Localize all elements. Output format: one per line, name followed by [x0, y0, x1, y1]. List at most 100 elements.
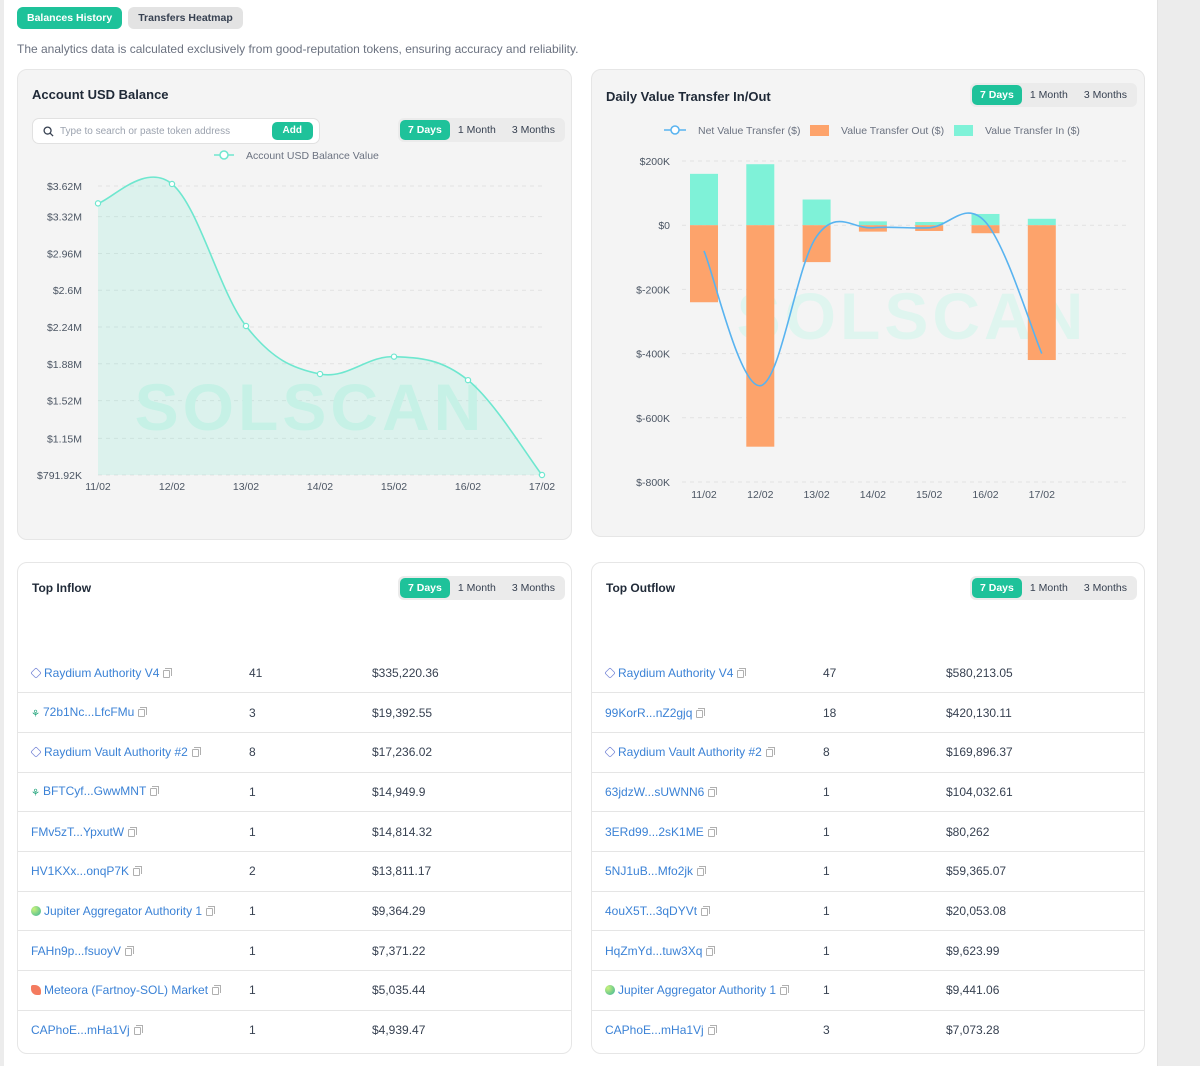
account-link[interactable]: FMv5zT...YpxutW — [31, 824, 125, 839]
account-cell: Raydium Authority V4 — [592, 653, 823, 694]
net-transfer-line — [703, 212, 1043, 387]
table-row: Raydium Authority V4 41 $335,220.36 — [18, 653, 571, 694]
legend-label-net: Net Value Transfer ($) — [698, 125, 801, 137]
account-link[interactable]: HqZmYd...tuw3Xq — [605, 943, 703, 958]
copy-icon[interactable] — [780, 985, 790, 996]
copy-icon[interactable] — [206, 905, 216, 916]
transfer-card: Daily Value Transfer In/Out 7 Days 1 Mon… — [591, 69, 1145, 537]
data-point — [168, 180, 176, 188]
copy-icon[interactable] — [150, 786, 160, 797]
copy-icon[interactable] — [133, 866, 143, 877]
transfer-card-title: Daily Value Transfer In/Out — [606, 89, 771, 104]
page-tabs: Balances History Transfers Heatmap — [17, 7, 243, 29]
account-link[interactable]: 5NJ1uB...Mfo2jk — [605, 864, 694, 879]
copy-icon[interactable] — [163, 667, 173, 678]
range-1-month[interactable]: 1 Month — [457, 582, 496, 594]
account-link[interactable]: 72b1Nc...LfcFMu — [42, 705, 135, 720]
raydium-icon — [604, 746, 616, 758]
account-link[interactable]: Raydium Authority V4 — [44, 665, 160, 680]
copy-icon[interactable] — [737, 667, 747, 678]
x-tick-label: 15/02 — [381, 481, 407, 493]
token-search-input[interactable] — [60, 125, 260, 137]
y-tick-label: $791.92K — [37, 470, 82, 482]
account-link[interactable]: Raydium Vault Authority #2 — [44, 745, 188, 760]
y-tick-label: $3.62M — [47, 181, 82, 193]
copy-icon[interactable] — [212, 985, 222, 996]
copy-icon[interactable] — [708, 786, 718, 797]
account-cell: 5NJ1uB...Mfo2jk — [592, 851, 823, 892]
account-cell: FMv5zT...YpxutW — [18, 811, 249, 852]
table-row: 63jdzW...sUWNN6 1 $104,032.61 — [592, 772, 1144, 813]
y-tick-label: $1.15M — [47, 433, 82, 445]
transfer-count: 1 — [823, 891, 946, 932]
add-token-button[interactable]: Add — [271, 122, 313, 140]
top-inflow-card: Top Inflow 7 Days 1 Month 3 Months Raydi… — [17, 562, 572, 1054]
copy-icon[interactable] — [706, 945, 716, 956]
org-icon: ⚘ — [31, 709, 40, 721]
copy-icon[interactable] — [191, 747, 201, 758]
copy-icon[interactable] — [697, 866, 707, 877]
data-point — [464, 376, 472, 384]
y-tick-label: $2.6M — [53, 285, 82, 297]
transfer-range-selector: 7 Days 1 Month 3 Months — [970, 83, 1138, 107]
account-link[interactable]: CAPhoE...mHa1Vj — [31, 1023, 130, 1038]
table-row: HV1KXx...onqP7K 2 $13,811.17 — [18, 851, 571, 892]
tab-balances-history[interactable]: Balances History — [17, 7, 123, 29]
account-link[interactable]: 3ERd99...2sK1ME — [605, 824, 704, 839]
account-link[interactable]: CAPhoE...mHa1Vj — [605, 1023, 704, 1038]
table-row: CAPhoE...mHa1Vj 1 $4,939.47 — [18, 1010, 571, 1050]
x-tick-label: 15/02 — [916, 489, 942, 501]
account-link[interactable]: Meteora (Fartnoy-SOL) Market — [44, 983, 209, 998]
copy-icon[interactable] — [138, 707, 148, 718]
range-1-month[interactable]: 1 Month — [1029, 89, 1068, 101]
transfer-value: $9,441.06 — [946, 970, 1144, 1011]
transfer-value: $19,392.55 — [372, 692, 571, 733]
account-link[interactable]: Raydium Vault Authority #2 — [618, 745, 762, 760]
range-7-days[interactable]: 7 Days — [400, 578, 450, 598]
account-link[interactable]: FAHn9p...fsuoyV — [31, 943, 122, 958]
table-row: Raydium Vault Authority #2 8 $169,896.37 — [592, 732, 1144, 773]
copy-icon[interactable] — [701, 905, 711, 916]
copy-icon[interactable] — [707, 826, 717, 837]
range-3-months[interactable]: 3 Months — [511, 582, 556, 594]
table-row: Meteora (Fartnoy-SOL) Market 1 $5,035.44 — [18, 970, 571, 1011]
account-link[interactable]: 63jdzW...sUWNN6 — [605, 784, 705, 799]
account-link[interactable]: HV1KXx...onqP7K — [31, 864, 130, 879]
y-tick-label: $-800K — [636, 477, 670, 489]
account-link[interactable]: 99KorR...nZ2gjq — [605, 705, 693, 720]
range-3-months[interactable]: 3 Months — [1083, 89, 1128, 101]
copy-icon[interactable] — [125, 945, 135, 956]
bar-transfer-in — [971, 213, 1000, 226]
legend-swatch-in — [954, 125, 973, 136]
range-7-days[interactable]: 7 Days — [972, 85, 1022, 105]
org-icon: ⚘ — [31, 788, 40, 800]
range-1-month[interactable]: 1 Month — [457, 124, 496, 136]
tab-transfers-heatmap[interactable]: Transfers Heatmap — [128, 7, 243, 29]
transfer-value: $420,130.11 — [946, 692, 1144, 733]
account-link[interactable]: 4ouX5T...3qDYVt — [605, 903, 698, 918]
x-tick-label: 14/02 — [860, 489, 886, 501]
account-cell: Raydium Vault Authority #2 — [592, 732, 823, 773]
copy-icon[interactable] — [133, 1025, 143, 1036]
account-link[interactable]: BFTCyf...GwwMNT — [42, 784, 147, 799]
account-link[interactable]: Jupiter Aggregator Authority 1 — [618, 983, 777, 998]
range-1-month[interactable]: 1 Month — [1029, 582, 1068, 594]
account-cell: Jupiter Aggregator Authority 1 — [18, 891, 249, 932]
bar-transfer-in — [1027, 218, 1056, 226]
range-7-days[interactable]: 7 Days — [972, 578, 1022, 598]
copy-icon[interactable] — [765, 747, 775, 758]
copy-icon[interactable] — [707, 1025, 717, 1036]
range-7-days[interactable]: 7 Days — [400, 120, 450, 140]
copy-icon[interactable] — [696, 707, 706, 718]
legend-label: Account USD Balance Value — [246, 150, 379, 162]
account-cell: Meteora (Fartnoy-SOL) Market — [18, 970, 249, 1011]
account-link[interactable]: Raydium Authority V4 — [618, 665, 734, 680]
range-3-months[interactable]: 3 Months — [511, 124, 556, 136]
account-link[interactable]: Jupiter Aggregator Authority 1 — [44, 903, 203, 918]
copy-icon[interactable] — [128, 826, 138, 837]
range-3-months[interactable]: 3 Months — [1083, 582, 1128, 594]
top-outflow-title: Top Outflow — [606, 581, 676, 595]
transfer-value: $9,623.99 — [946, 930, 1144, 971]
bar-transfer-in — [915, 221, 944, 226]
x-tick-label: 16/02 — [455, 481, 481, 493]
